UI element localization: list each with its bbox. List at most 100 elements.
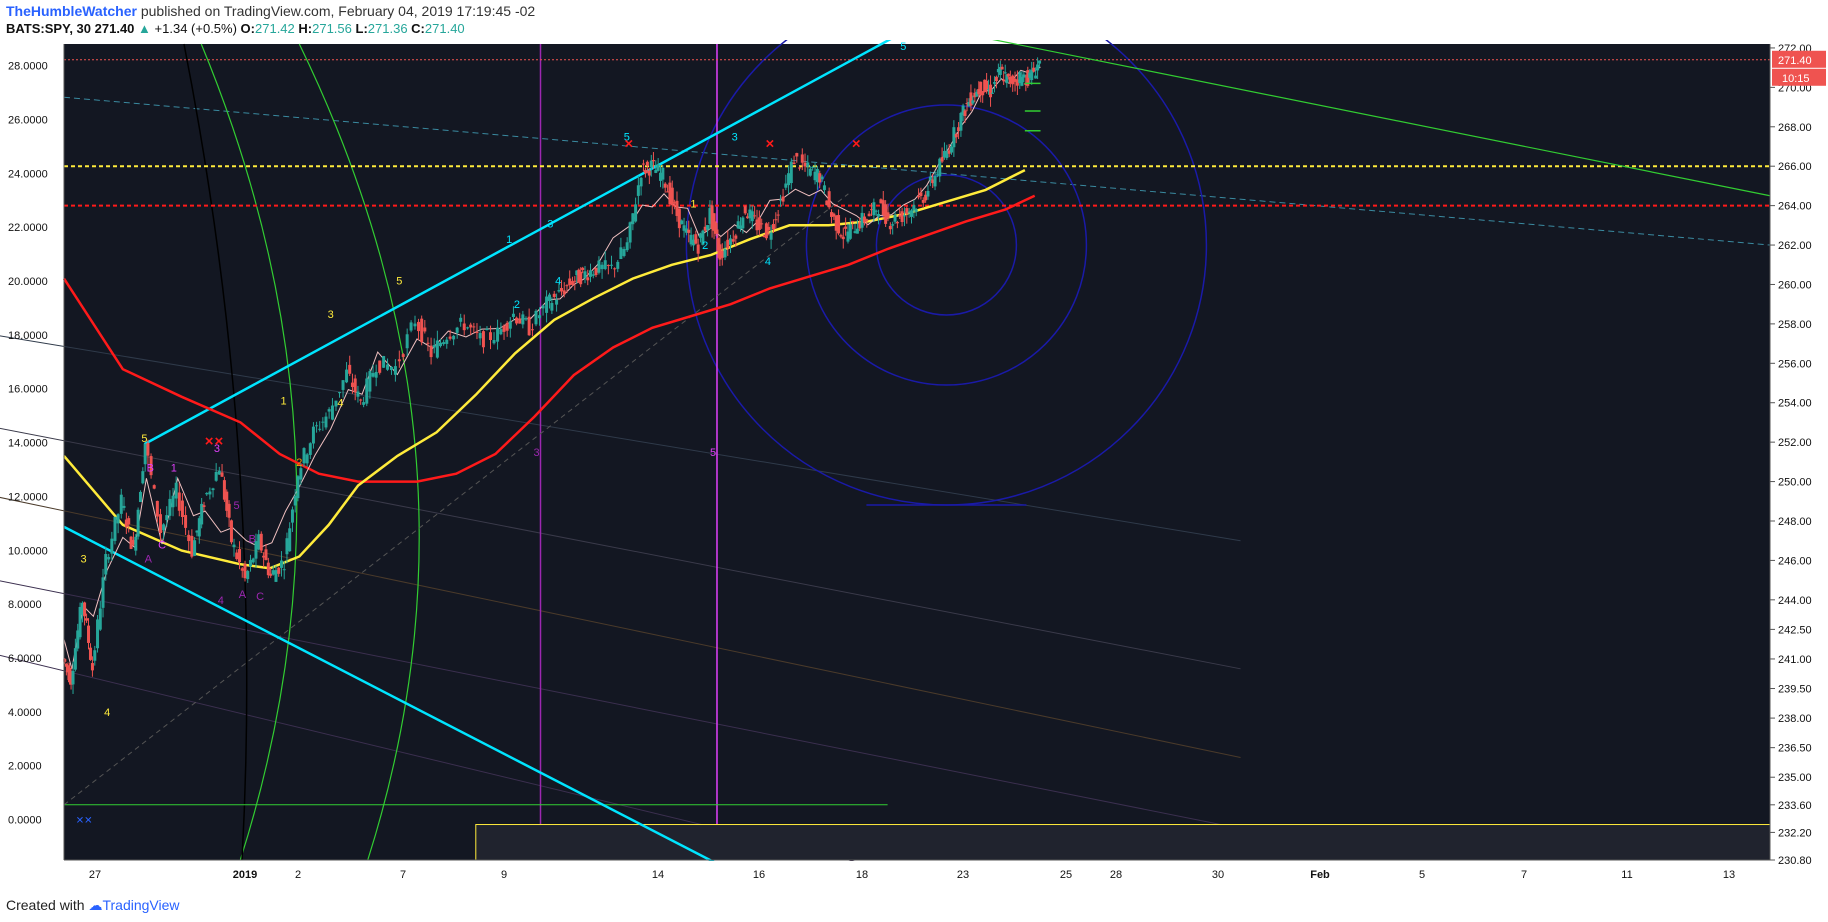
candle-body — [538, 315, 542, 319]
candle-body — [165, 515, 169, 521]
candle-body — [568, 278, 572, 285]
high-value: 271.56 — [312, 21, 352, 36]
candle-body — [748, 209, 752, 219]
x-mark: × — [766, 135, 775, 152]
candle-body — [290, 509, 294, 523]
author-link[interactable]: TheHumbleWatcher — [6, 3, 137, 19]
right-axis-panel — [1770, 40, 1828, 860]
right-tick-label: 260.00 — [1778, 279, 1812, 291]
tradingview-brand[interactable]: TradingView — [102, 897, 180, 913]
wave-label: 5 — [141, 433, 147, 445]
candle-body — [961, 105, 965, 115]
candle-body — [348, 364, 352, 374]
candle-body — [743, 206, 747, 214]
countdown-tag-text: 10:15 — [1782, 73, 1810, 85]
candle-body — [643, 170, 647, 174]
wave-label: 3 — [732, 132, 738, 144]
candle-body — [933, 175, 937, 187]
candle-body — [597, 260, 601, 273]
candle-body — [264, 549, 268, 560]
candle-body — [795, 153, 799, 157]
candle-body — [550, 302, 554, 311]
candle-body — [654, 169, 658, 173]
candle-body — [124, 519, 128, 528]
candle-body — [979, 81, 983, 96]
candle-body — [238, 549, 242, 563]
wave-label: 5 — [900, 41, 906, 53]
candle-body — [573, 280, 577, 282]
candle-body — [928, 176, 932, 181]
candle-body — [350, 382, 354, 388]
candle-body — [750, 211, 754, 222]
candle-body — [359, 399, 363, 401]
candle-body — [330, 405, 334, 420]
candle-body — [107, 557, 111, 560]
candle-body — [853, 231, 857, 233]
left-tick-label: 16.0000 — [8, 384, 48, 396]
candle-body — [129, 536, 133, 549]
candle-body — [259, 533, 263, 551]
x-tick-label: 14 — [652, 869, 664, 881]
candle-body — [211, 488, 215, 491]
green-arc-1 — [298, 43, 420, 861]
candle-body — [193, 540, 197, 556]
candle-body — [691, 239, 695, 246]
candle-body — [806, 162, 810, 167]
candle-body — [466, 327, 470, 329]
candle-body — [299, 468, 303, 480]
plot-background — [64, 44, 1770, 860]
wave-label: 5 — [624, 132, 630, 144]
candle-body — [837, 215, 841, 234]
candle-body — [87, 625, 91, 643]
candle-body — [251, 558, 255, 563]
candle-body — [80, 602, 84, 615]
close-value: 271.40 — [424, 21, 465, 36]
candle-body — [374, 371, 378, 378]
candle-body — [792, 162, 796, 165]
candle-body — [271, 570, 275, 575]
wave-label: 2 — [296, 457, 302, 469]
candle-body — [315, 425, 319, 427]
candle-body — [141, 471, 145, 484]
candle-body — [921, 199, 925, 203]
candle-body — [718, 244, 722, 260]
candle-body — [1015, 79, 1019, 86]
candle-body — [1028, 72, 1032, 78]
candle-body — [767, 226, 771, 231]
right-tick-label: 235.00 — [1778, 772, 1812, 784]
right-tick-label: 268.00 — [1778, 122, 1812, 134]
candle-body — [378, 360, 382, 373]
x-tick-label: 18 — [856, 869, 868, 881]
candle-body — [577, 269, 581, 283]
left-tick-label: 10.0000 — [8, 545, 48, 557]
left-tick-label: 18.0000 — [8, 330, 48, 342]
candle-body — [180, 500, 184, 517]
candle-body — [71, 670, 75, 685]
left-tick-label: 24.0000 — [8, 168, 48, 180]
candle-body — [699, 233, 703, 238]
candle-body — [248, 560, 252, 567]
candle-body — [703, 226, 707, 231]
right-tick-label: 239.50 — [1778, 684, 1812, 696]
candle-body — [832, 213, 836, 217]
x-tick-label: 9 — [501, 869, 507, 881]
candle-body — [478, 333, 482, 339]
candle-body — [279, 560, 283, 568]
candle-body — [726, 239, 730, 249]
candle-body — [820, 176, 824, 180]
candle-body — [865, 219, 869, 222]
candle-body — [1030, 69, 1034, 81]
candle-body — [935, 174, 939, 176]
candle-body — [781, 196, 785, 202]
candle-body — [729, 238, 733, 245]
candle-body — [518, 318, 522, 324]
right-tick-label: 230.80 — [1778, 855, 1812, 867]
candle-body — [746, 216, 750, 219]
candle-body — [616, 261, 620, 269]
wave-label: 4 — [104, 707, 110, 719]
wave-label: 5 — [396, 275, 402, 287]
candle-body — [977, 88, 981, 95]
candle-body — [606, 264, 610, 266]
